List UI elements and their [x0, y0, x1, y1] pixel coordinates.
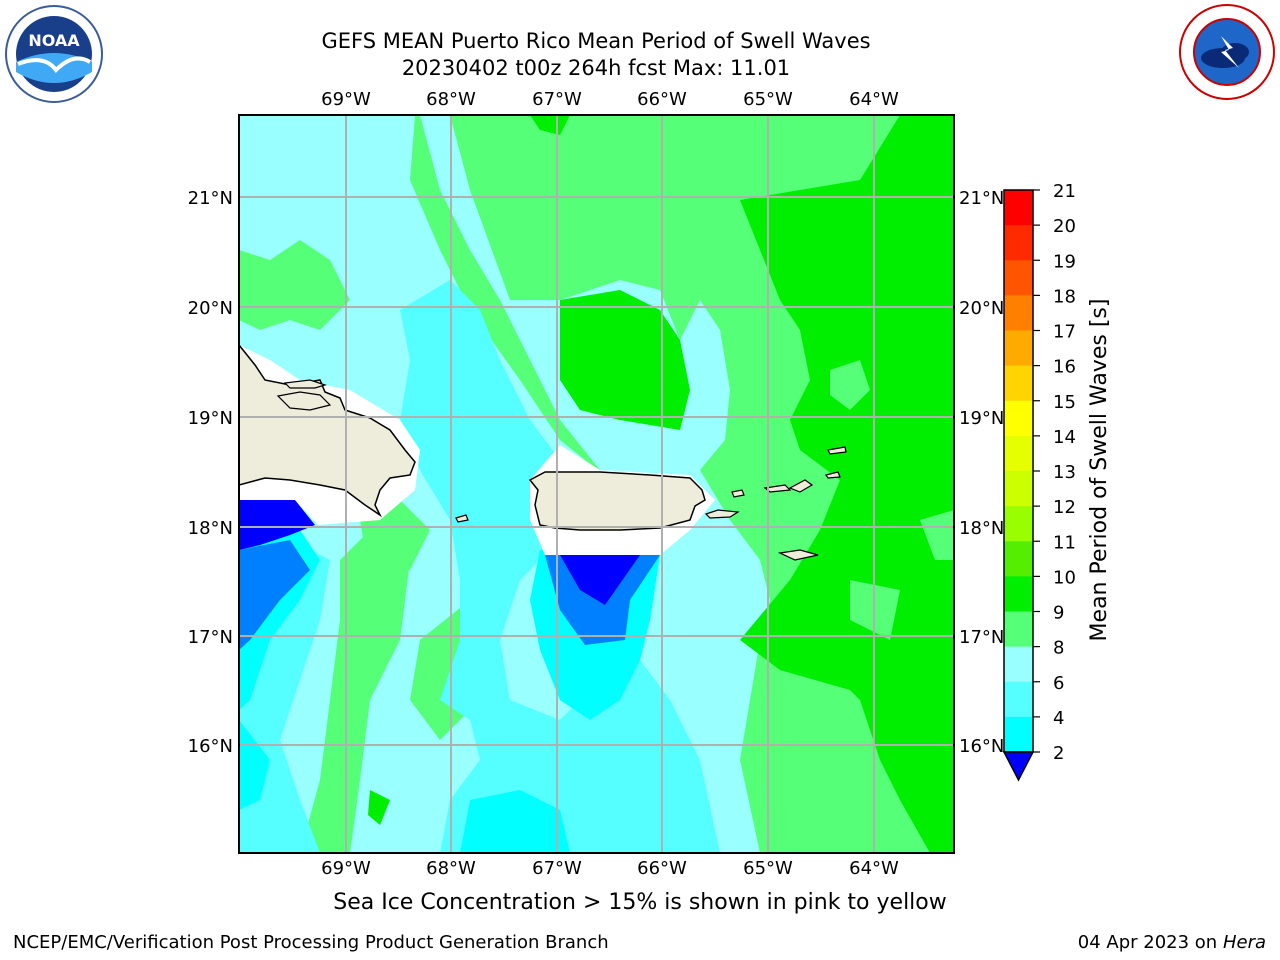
lon-label: 65°W — [743, 89, 793, 110]
colorbar-extend-arrow — [1002, 751, 1035, 782]
colorbar-segment — [1004, 435, 1033, 472]
lat-labels-left: 21°N 20°N 19°N 18°N 17°N 16°N — [188, 188, 233, 757]
lon-label: 66°W — [637, 89, 687, 110]
colorbar-segment — [1004, 225, 1033, 261]
colorbar-segment — [1004, 611, 1033, 648]
lon-label: 65°W — [743, 858, 793, 879]
colorbar-segment — [1004, 681, 1033, 718]
sea-ice-note: Sea Ice Concentration > 15% is shown in … — [333, 890, 947, 915]
colorbar-segment — [1004, 471, 1033, 507]
colorbar-tick-label: 21 — [1053, 181, 1076, 202]
lat-label: 20°N — [188, 298, 233, 319]
lat-label: 19°N — [959, 408, 1004, 429]
colorbar-tick-label: 8 — [1053, 638, 1064, 659]
map-frame — [238, 114, 955, 854]
lon-label: 67°W — [532, 89, 582, 110]
date-stamp: 04 Apr 2023 on Hera — [1078, 932, 1266, 953]
nws-logo-icon — [1179, 4, 1275, 100]
colorbar-segment — [1004, 541, 1033, 577]
colorbar-tick-label: 10 — [1053, 567, 1076, 588]
hispaniola-landmass — [239, 343, 416, 518]
colorbar-segment — [1004, 190, 1033, 226]
colorbar-segment — [1004, 295, 1033, 331]
lon-label: 64°W — [849, 89, 899, 110]
map-subtitle: 20230402 t00z 264h fcst Max: 11.01 — [401, 56, 791, 80]
lon-label: 68°W — [426, 858, 476, 879]
colorbar-tick-label: 12 — [1053, 497, 1076, 518]
lat-labels-right: 21°N 20°N 19°N 18°N 17°N 16°N — [959, 188, 1004, 757]
colorbar-tick-label: 13 — [1053, 462, 1076, 483]
colorbar-segment — [1004, 330, 1033, 367]
colorbar-tick-label: 4 — [1053, 708, 1064, 729]
colorbar-tick-label: 14 — [1053, 427, 1076, 448]
colorbar-label: Mean Period of Swell Waves [s] — [1087, 299, 1112, 642]
machine-name: Hera — [1222, 932, 1266, 953]
colorbar-tick-label: 20 — [1053, 216, 1076, 237]
colorbar-segment — [1004, 576, 1033, 612]
colorbar-tick-label: 17 — [1053, 322, 1076, 343]
lat-label: 17°N — [959, 627, 1004, 648]
colorbar-tick-label: 16 — [1053, 357, 1076, 378]
swell-period-field — [239, 115, 954, 853]
lat-label: 16°N — [959, 736, 1004, 757]
colorbar-ticks: 21 20 19 18 17 16 15 14 13 12 11 10 9 8 6 4 2 — [1033, 181, 1076, 764]
colorbar-tick-label: 2 — [1053, 743, 1064, 764]
colorbar-segment — [1004, 646, 1033, 683]
map-title: GEFS MEAN Puerto Rico Mean Period of Swe… — [321, 29, 871, 53]
lon-label: 67°W — [532, 858, 582, 879]
lat-label: 21°N — [188, 188, 233, 209]
lat-label: 18°N — [188, 518, 233, 539]
lat-label: 18°N — [959, 518, 1004, 539]
colorbar-segment — [1004, 400, 1033, 437]
lon-labels-bottom: 69°W 68°W 67°W 66°W 65°W 64°W — [321, 858, 899, 879]
lon-label: 69°W — [321, 858, 371, 879]
lat-label: 21°N — [959, 188, 1004, 209]
colorbar — [1002, 189, 1035, 782]
colorbar-tick-label: 15 — [1053, 392, 1076, 413]
map-gridlines — [239, 115, 954, 853]
colorbar-tick-label: 11 — [1053, 532, 1076, 553]
colorbar-tick-label: 6 — [1053, 673, 1064, 694]
credit-text: NCEP/EMC/Verification Post Processing Pr… — [13, 932, 609, 953]
lon-labels-top: 69°W 68°W 67°W 66°W 65°W 64°W — [321, 89, 899, 110]
noaa-logo-text: NOAA — [28, 31, 80, 50]
lat-label: 19°N — [188, 408, 233, 429]
lon-label: 68°W — [426, 89, 476, 110]
colorbar-tick-label: 18 — [1053, 286, 1076, 307]
lon-label: 69°W — [321, 89, 371, 110]
colorbar-segment — [1004, 716, 1033, 753]
lon-label: 66°W — [637, 858, 687, 879]
colorbar-segment — [1004, 365, 1033, 402]
colorbar-tick-label: 19 — [1053, 251, 1076, 272]
lon-label: 64°W — [849, 858, 899, 879]
colorbar-segment — [1004, 260, 1033, 296]
lat-label: 17°N — [188, 627, 233, 648]
colorbar-segment — [1004, 506, 1033, 542]
colorbar-tick-label: 9 — [1053, 603, 1064, 624]
noaa-logo-icon: NOAA — [5, 5, 103, 103]
lat-label: 20°N — [959, 298, 1004, 319]
date-text: 04 Apr 2023 on — [1077, 932, 1218, 953]
lat-label: 16°N — [188, 736, 233, 757]
